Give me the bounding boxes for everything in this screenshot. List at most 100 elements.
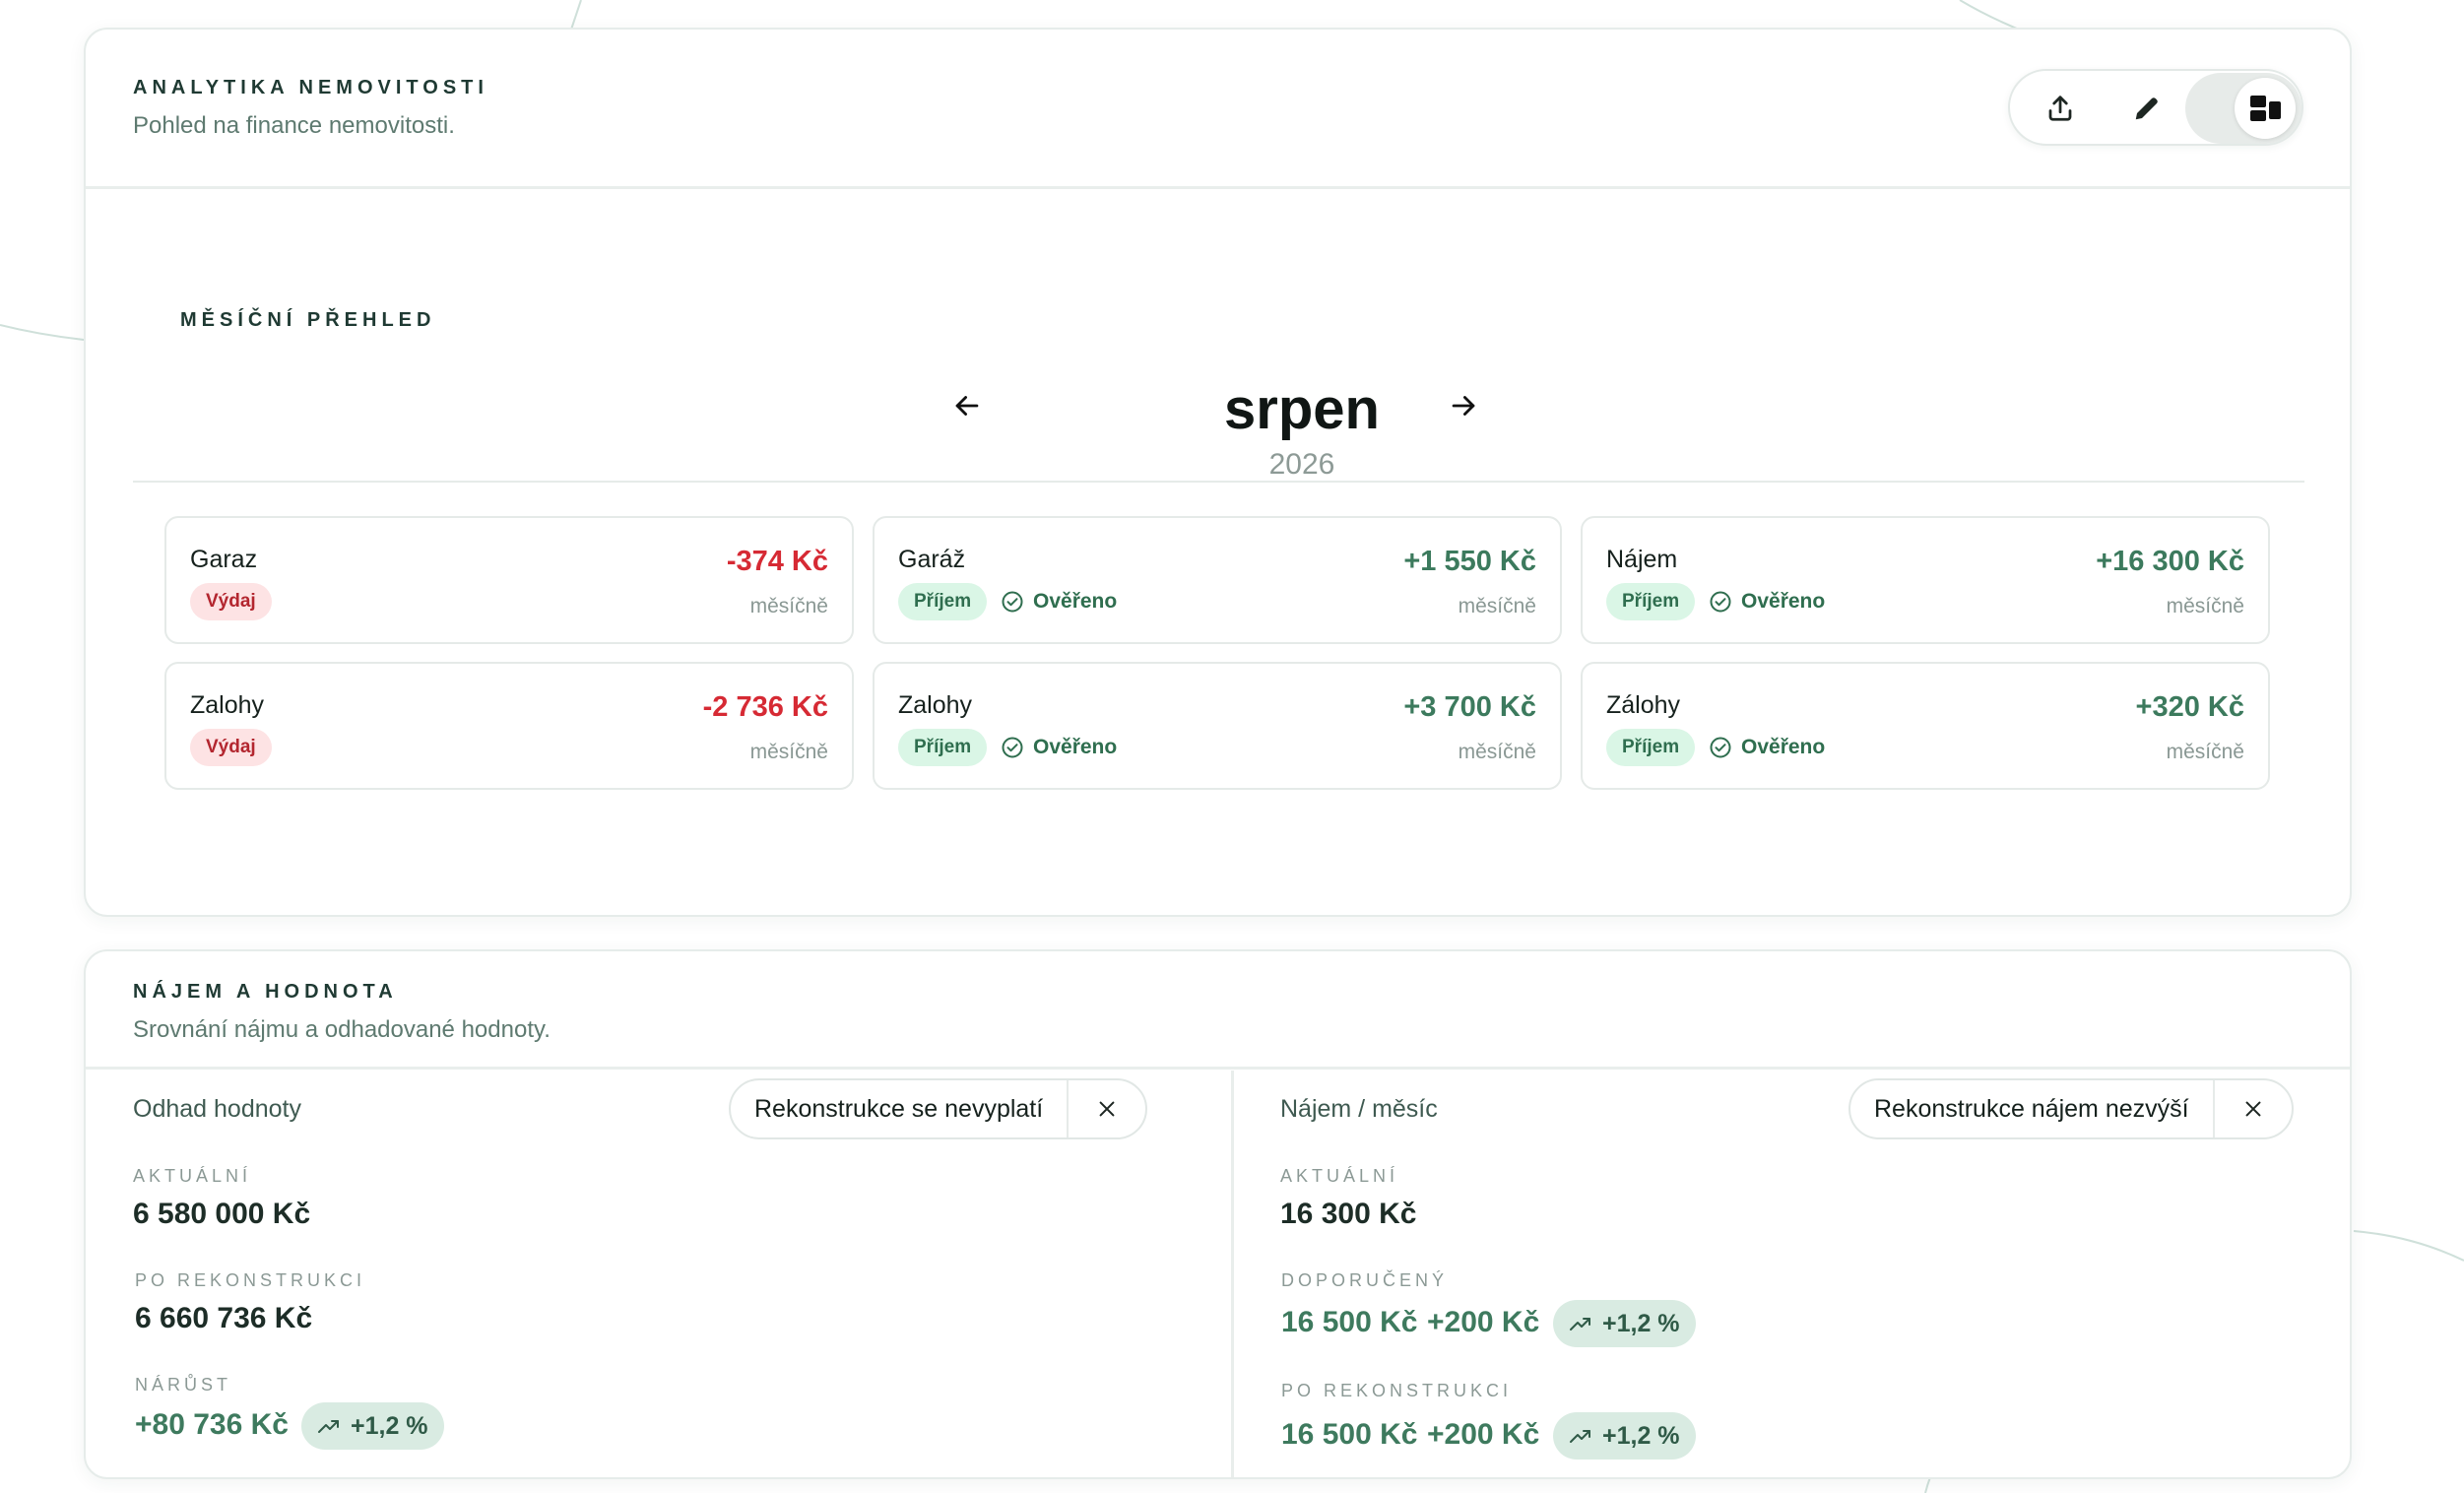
rent-renovation-filter-chip[interactable]: Rekonstrukce nájem nezvýší [1848, 1078, 2294, 1139]
recommended-rent-percent: +1,2 % [1602, 1309, 1680, 1337]
current-value-label: AKTUÁLNÍ [133, 1166, 252, 1186]
after-renovation-rent-delta: +200 Kč [1427, 1418, 1540, 1451]
recommended-rent-label: DOPORUČENÝ [1281, 1270, 1449, 1290]
verified-status: Ověřeno [1709, 729, 1825, 766]
rent-value-title: NÁJEM A HODNOTA [133, 981, 398, 1003]
entry-period: měsíčně [2166, 741, 2244, 763]
verified-label: Ověřeno [1033, 590, 1118, 613]
chip-label: Rekonstrukce nájem nezvýší [1850, 1080, 2215, 1137]
layout-toggle-knob [2235, 78, 2296, 139]
monthly-overview-title: MĚSÍČNÍ PŘEHLED [180, 309, 436, 331]
recommended-rent-value: 16 500 Kč [1281, 1306, 1418, 1338]
rent-value-subtitle: Srovnání nájmu a odhadované hodnoty. [133, 1016, 551, 1043]
remove-filter-button[interactable] [1069, 1080, 1145, 1137]
income-badge: Příjem [1606, 729, 1696, 766]
entry-title: Zálohy [1606, 691, 1681, 719]
export-button[interactable] [2030, 78, 2091, 139]
entry-amount: -374 Kč [726, 546, 828, 577]
edit-button[interactable] [2116, 78, 2177, 139]
close-icon [1099, 1101, 1115, 1117]
card-header: NÁJEM A HODNOTA Srovnání nájmu a odhadov… [86, 951, 2350, 1070]
after-renovation-rent-percent: +1,2 % [1602, 1421, 1680, 1450]
entry-card[interactable]: Zálohy +320 Kč Příjem Ověřeno měsíčně [1581, 662, 2270, 790]
previous-month-button[interactable] [940, 378, 995, 433]
trending-up-icon [318, 1420, 339, 1433]
current-rent-label: AKTUÁLNÍ [1280, 1166, 1399, 1186]
growth-label: NÁRŮST [135, 1375, 232, 1395]
rent-per-month-label: Nájem / měsíc [1280, 1095, 1438, 1123]
entry-period: měsíčně [1458, 595, 1536, 617]
entry-amount: +320 Kč [2135, 691, 2244, 723]
entry-period: měsíčně [749, 595, 828, 617]
check-circle-icon [1002, 737, 1023, 758]
current-rent-value: 16 300 Kč [1280, 1198, 1417, 1230]
view-toolbar [2008, 69, 2303, 146]
expense-badge: Výdaj [190, 729, 272, 766]
trending-up-icon [1570, 1430, 1590, 1443]
after-renovation-value: 6 660 736 Kč [135, 1302, 313, 1334]
chip-label: Rekonstrukce se nevyplatí [731, 1080, 1070, 1137]
column-divider [1231, 1071, 1234, 1477]
entry-period: měsíčně [749, 741, 828, 763]
page-subtitle: Pohled na finance nemovitosti. [133, 112, 455, 139]
entry-amount: +1 550 Kč [1403, 546, 1536, 577]
value-renovation-filter-chip[interactable]: Rekonstrukce se nevyplatí [729, 1078, 1148, 1139]
current-month: srpen [1224, 377, 1380, 441]
section-divider [133, 481, 2304, 483]
growth-value: +80 736 Kč [135, 1408, 289, 1441]
check-circle-icon [1002, 591, 1023, 613]
income-badge: Příjem [898, 583, 988, 620]
entry-title: Nájem [1606, 546, 1678, 573]
after-renovation-rent-percent-pill: +1,2 % [1553, 1412, 1696, 1460]
next-month-button[interactable] [1436, 378, 1491, 433]
entry-title: Zalohy [190, 691, 265, 719]
verified-label: Ověřeno [1033, 736, 1118, 758]
entry-amount: -2 736 Kč [702, 691, 828, 723]
card-header: ANALYTIKA NEMOVITOSTI Pohled na finance … [86, 30, 2350, 189]
entry-period: měsíčně [1458, 741, 1536, 763]
entry-card[interactable]: Garáž +1 550 Kč Příjem Ověřeno měsíčně [873, 516, 1562, 644]
entry-amount: +16 300 Kč [2096, 546, 2244, 577]
recommended-rent-delta: +200 Kč [1427, 1306, 1540, 1338]
entry-title: Garaz [190, 546, 258, 573]
pencil-icon [2135, 97, 2158, 120]
check-circle-icon [1710, 591, 1731, 613]
property-analytics-card: ANALYTIKA NEMOVITOSTI Pohled na finance … [84, 28, 2352, 917]
recommended-rent-percent-pill: +1,2 % [1553, 1300, 1696, 1347]
entry-card[interactable]: Nájem +16 300 Kč Příjem Ověřeno měsíčně [1581, 516, 2270, 644]
entry-card[interactable]: Zalohy +3 700 Kč Příjem Ověřeno měsíčně [873, 662, 1562, 790]
entry-card[interactable]: Zalohy -2 736 Kč Výdaj měsíčně [164, 662, 854, 790]
entry-card[interactable]: Garaz -374 Kč Výdaj měsíčně [164, 516, 854, 644]
value-estimate-label: Odhad hodnoty [133, 1095, 301, 1123]
income-badge: Příjem [898, 729, 988, 766]
after-renovation-rent-label: PO REKONSTRUKCI [1281, 1381, 1513, 1400]
after-renovation-label: PO REKONSTRUKCI [135, 1270, 366, 1290]
entry-period: měsíčně [2166, 595, 2244, 617]
page-title: ANALYTIKA NEMOVITOSTI [133, 77, 488, 98]
entry-title: Garáž [898, 546, 966, 573]
rent-value-card: NÁJEM A HODNOTA Srovnání nájmu a odhadov… [84, 949, 2352, 1479]
arrow-left-icon [955, 396, 979, 416]
entry-title: Zalohy [898, 691, 973, 719]
income-badge: Příjem [1606, 583, 1696, 620]
verified-status: Ověřeno [1001, 729, 1117, 766]
trending-up-icon [1570, 1318, 1590, 1331]
verified-status: Ověřeno [1709, 583, 1825, 620]
expense-badge: Výdaj [190, 583, 272, 620]
upload-icon [2048, 96, 2072, 121]
dashboard-layout-icon [2250, 96, 2281, 121]
verified-label: Ověřeno [1741, 590, 1826, 613]
verified-status: Ověřeno [1001, 583, 1117, 620]
growth-percent-pill: +1,2 % [301, 1402, 444, 1450]
close-icon [2245, 1101, 2261, 1117]
verified-label: Ověřeno [1741, 736, 1826, 758]
layout-toggle[interactable] [2185, 73, 2302, 144]
entry-amount: +3 700 Kč [1403, 691, 1536, 723]
check-circle-icon [1710, 737, 1731, 758]
current-year: 2026 [1268, 448, 1335, 481]
remove-filter-button[interactable] [2215, 1080, 2292, 1137]
after-renovation-rent-value: 16 500 Kč [1281, 1418, 1418, 1451]
growth-percent: +1,2 % [351, 1411, 428, 1440]
current-value: 6 580 000 Kč [133, 1198, 311, 1230]
arrow-right-icon [1452, 396, 1475, 416]
